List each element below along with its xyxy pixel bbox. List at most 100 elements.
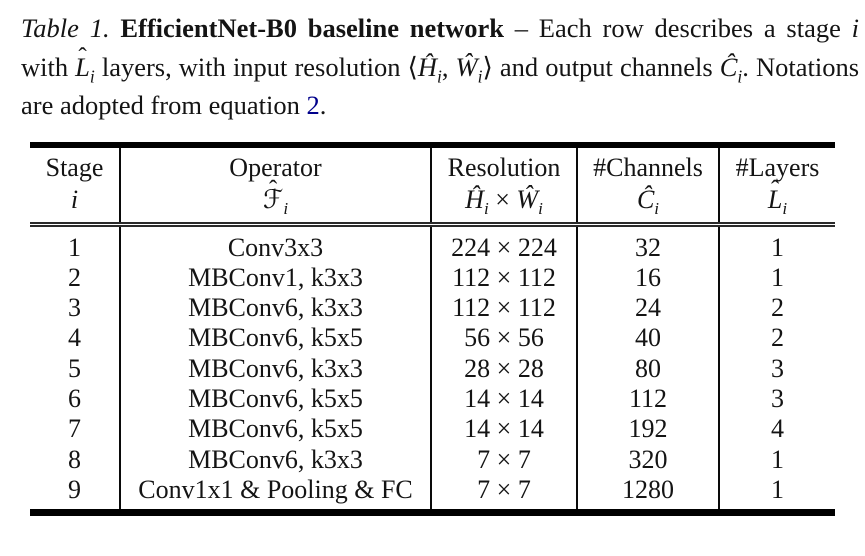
hat-accent: ˆ — [770, 176, 780, 204]
table-cell: 112 × 112 — [431, 262, 578, 294]
column-symbol: ˆ Li — [720, 178, 835, 218]
table-row: 9 Conv1x1 & Pooling & FC 7 × 7 1280 1 — [30, 474, 835, 513]
table-cell: 8 — [30, 444, 121, 475]
math-subscript: i — [654, 198, 660, 218]
caption-text: . Notations are adopted from equation — [21, 51, 860, 121]
table-cell: 192 — [577, 414, 720, 445]
column-symbol: Ĥi × Ŵi — [432, 184, 576, 218]
table-cell: 2 — [30, 262, 121, 294]
caption-text: and output channels — [492, 51, 720, 82]
column-symbol: i — [30, 184, 119, 216]
table-body: 1 Conv3x3 224 × 224 32 1 2 MBConv1, k3x3 112 × … — [30, 224, 835, 513]
table-cell: 24 — [577, 293, 720, 324]
table-cell: 112 × 112 — [431, 293, 578, 324]
table-cell: 224 × 224 — [431, 224, 578, 263]
math-subscript: i — [737, 65, 743, 86]
table-cell: MBConv6, k3x3 — [120, 353, 432, 384]
paper-page: Table 1. EfficientNet-B0 baseline networ… — [21, 9, 859, 517]
table-cell: 9 — [30, 474, 121, 513]
header-row: Stage i Operator ˆ ℱi Resolution Ĥi × Ŵi … — [30, 144, 835, 227]
table-cell: MBConv6, k3x3 — [120, 444, 432, 475]
table-cell: 32 — [577, 224, 720, 263]
column-label: #Layers — [735, 152, 820, 182]
hat-accent: ˆ — [78, 44, 87, 72]
table-cell: Conv3x3 — [120, 224, 432, 263]
table-cell: 3 — [771, 353, 784, 383]
table-cell: 7 — [30, 414, 121, 445]
table-cell: 1 — [771, 444, 784, 474]
table-header: Stage i Operator ˆ ℱi Resolution Ĥi × Ŵi … — [30, 144, 835, 227]
table-cell: 2 — [771, 293, 784, 323]
math-subscript: i — [477, 65, 483, 86]
column-label: Resolution — [447, 152, 561, 182]
math-symbol: L — [75, 51, 90, 82]
table-row: 2 MBConv1, k3x3 112 × 112 16 1 — [30, 262, 835, 294]
caption-text: with — [21, 51, 76, 82]
table-cell: 16 — [577, 262, 720, 294]
math-var-W-hat: Ŵ — [455, 51, 478, 82]
table-cell: 4 — [771, 414, 784, 444]
caption-text: – Each row describes a stage — [504, 13, 852, 43]
math-var-i: i — [851, 13, 859, 43]
baseline-network-table: Stage i Operator ˆ ℱi Resolution Ĥi × Ŵi … — [30, 141, 835, 517]
math-subscript: i — [538, 198, 543, 218]
table-row: 4 MBConv6, k5x5 56 × 56 40 2 — [30, 323, 835, 354]
column-label: Stage — [45, 152, 104, 182]
table-cell: 3 — [30, 293, 121, 324]
math-subscript: i — [437, 65, 442, 86]
table-row: 3 MBConv6, k3x3 112 × 112 24 2 — [30, 293, 835, 324]
table-row: 7 MBConv6, k5x5 14 × 14 192 4 — [30, 414, 835, 445]
equation-link[interactable]: 2 — [306, 90, 320, 120]
table-cell: MBConv6, k5x5 — [120, 383, 432, 415]
table-cell: 112 — [577, 383, 720, 415]
math-symbol: ℱ — [262, 184, 284, 214]
table-cell: 14 × 14 — [431, 414, 578, 445]
caption-text: , — [441, 51, 456, 82]
math-symbol: L — [767, 184, 783, 214]
table-cell: 4 — [30, 323, 121, 354]
table-cell: 7 × 7 — [431, 474, 578, 513]
table-row: 5 MBConv6, k3x3 28 × 28 80 3 — [30, 353, 835, 384]
table-cell: MBConv6, k3x3 — [120, 293, 432, 324]
math-symbol: Ĥ — [465, 184, 484, 214]
table-cell: 7 × 7 — [431, 444, 578, 475]
column-symbol: Ĉi — [578, 184, 718, 218]
table-caption: Table 1. EfficientNet-B0 baseline networ… — [21, 9, 859, 125]
math-symbol: Ŵ — [516, 184, 539, 214]
column-label: #Channels — [593, 152, 703, 182]
rangle-bracket: ⟩ — [482, 51, 493, 82]
table-cell: 40 — [577, 323, 720, 354]
table-cell: 1 — [771, 232, 784, 262]
column-header-layers: #Layers ˆ Li — [719, 144, 835, 227]
caption-title: EfficientNet-B0 baseline network — [109, 13, 504, 43]
table-cell: 14 × 14 — [431, 383, 578, 415]
table-cell: 1 — [771, 474, 784, 504]
table-container: Stage i Operator ˆ ℱi Resolution Ĥi × Ŵi … — [30, 141, 852, 517]
table-cell: 56 × 56 — [431, 323, 578, 354]
column-header-stage: Stage i — [30, 144, 121, 227]
math-var-C-hat: Ĉ — [719, 51, 738, 82]
math-subscript: i — [283, 198, 289, 218]
math-var-H-hat: Ĥ — [417, 51, 437, 82]
caption-label: Table 1. — [21, 13, 110, 43]
math-subscript: i — [782, 198, 788, 218]
table-cell: 1280 — [577, 474, 720, 513]
table-cell: 5 — [30, 353, 121, 384]
table-cell: 320 — [577, 444, 720, 475]
column-header-operator: Operator ˆ ℱi — [120, 144, 432, 227]
math-symbol: Ĉ — [636, 184, 655, 214]
table-cell: MBConv6, k5x5 — [120, 414, 432, 445]
column-symbol: ˆ ℱi — [121, 178, 430, 218]
langle-bracket: ⟨ — [407, 51, 418, 82]
math-symbol: i — [70, 184, 79, 214]
caption-text: . — [319, 90, 327, 120]
hat-accent: ˆ — [268, 176, 278, 204]
column-header-channels: #Channels Ĉi — [577, 144, 720, 227]
table-cell: 80 — [577, 353, 720, 384]
table-row: 1 Conv3x3 224 × 224 32 1 — [30, 224, 835, 263]
table-cell: MBConv1, k3x3 — [120, 262, 432, 294]
math-subscript: i — [89, 65, 95, 86]
